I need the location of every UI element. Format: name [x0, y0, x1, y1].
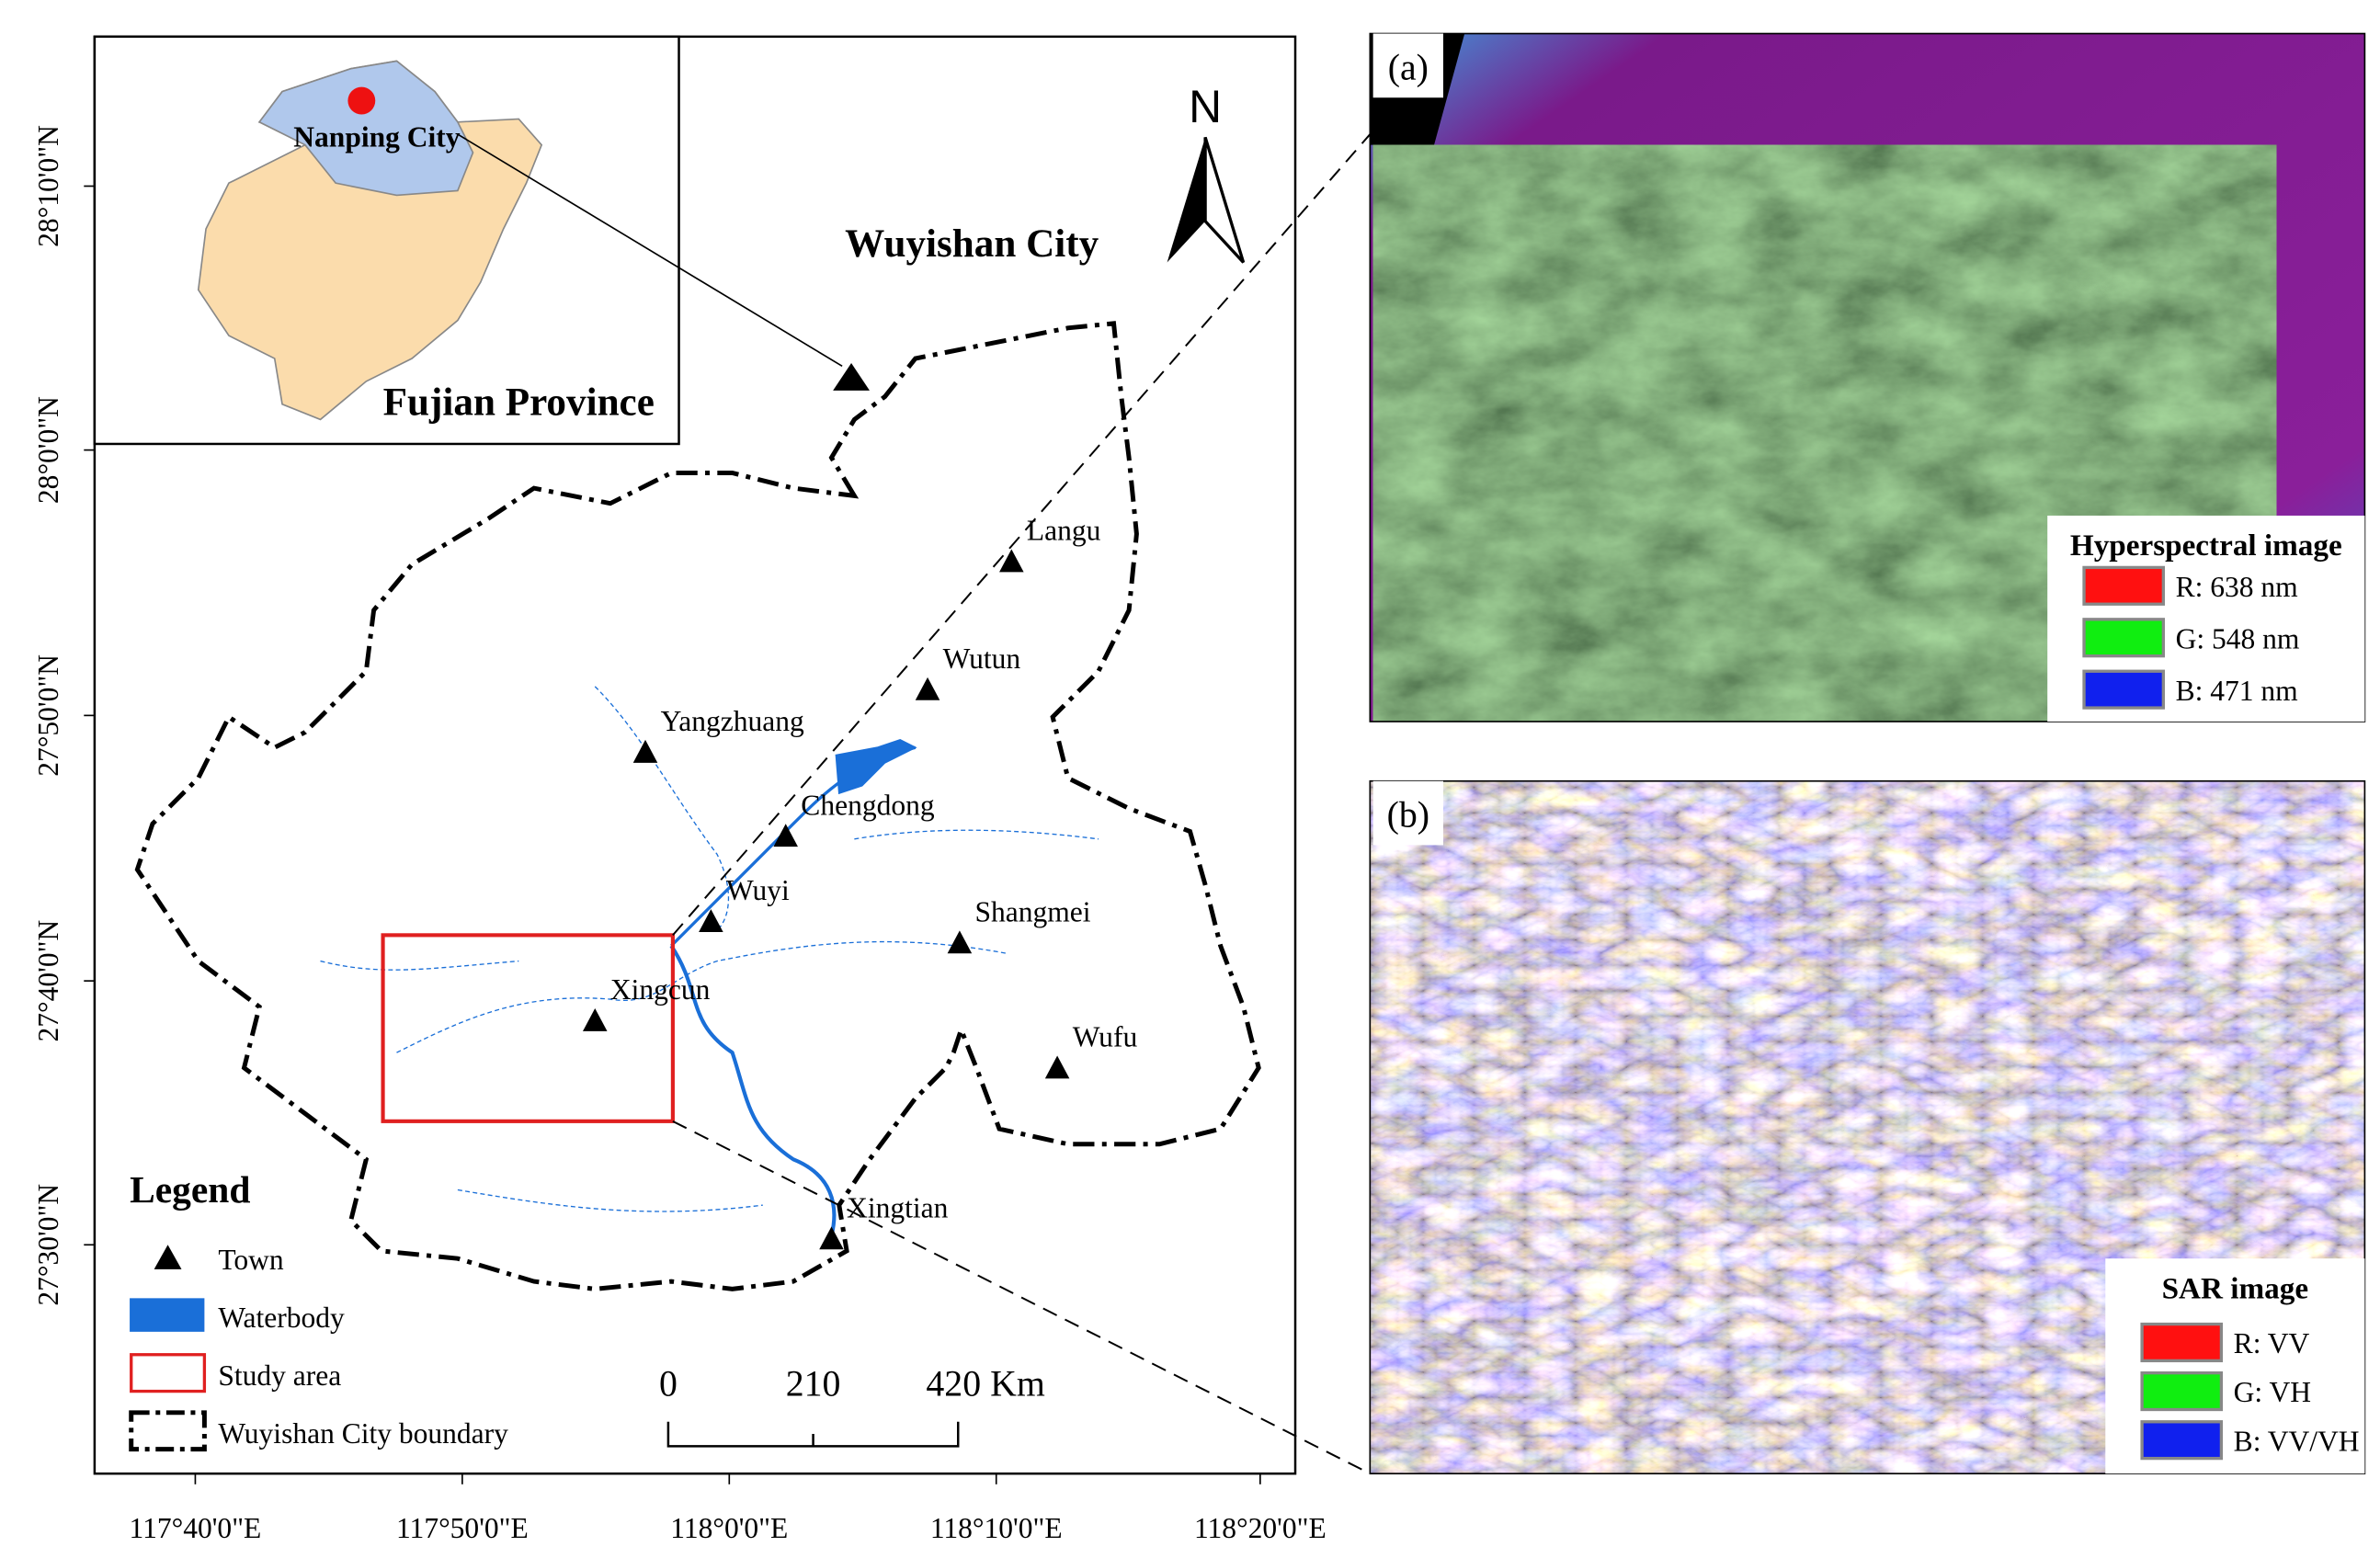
lon-label: 118°10'0"E	[930, 1512, 1063, 1544]
town-marker	[632, 739, 658, 763]
lat-label: 27°50'0"N	[32, 654, 64, 777]
rivers	[320, 686, 1099, 1236]
pointer	[457, 133, 843, 368]
connector	[672, 133, 1372, 937]
north-label: N	[1189, 81, 1222, 132]
band-label: R: VV	[2234, 1327, 2310, 1359]
scale-label: 420 Km	[926, 1364, 1044, 1404]
nanping	[257, 60, 474, 197]
panel-label: (a)	[1388, 47, 1429, 87]
river	[594, 686, 730, 931]
town-label: Wutun	[943, 643, 1021, 675]
inset-city-label: Nanping City	[293, 120, 461, 153]
legend-title: Legend	[130, 1168, 250, 1211]
band-swatch	[2140, 1322, 2224, 1363]
legend-symbol	[129, 1410, 207, 1452]
city-label: Wuyishan City	[845, 222, 1099, 266]
city-boundary	[134, 321, 1261, 1291]
town-label: Yangzhuang	[661, 705, 804, 737]
town-marker	[699, 909, 723, 933]
panel-frame	[1369, 32, 2366, 722]
lat-label: 27°30'0"N	[32, 1184, 64, 1306]
town-marker	[582, 1008, 608, 1031]
panel-label-box	[1372, 33, 1443, 98]
town-label: Chengdong	[801, 789, 935, 821]
study-area	[381, 933, 675, 1123]
image-legend-title: Hyperspectral image	[2070, 529, 2342, 563]
lat-label: 28°10'0"N	[32, 125, 64, 247]
town-marker	[947, 930, 973, 954]
connector	[672, 1120, 1371, 1475]
town-label: Wuyi	[726, 874, 790, 906]
legend-symbol	[154, 1245, 182, 1269]
lon-label: 117°40'0"E	[130, 1512, 262, 1544]
band-swatch	[2140, 1371, 2224, 1412]
town-label: Shangmei	[974, 895, 1090, 927]
river	[320, 829, 1099, 1212]
town-label: Langu	[1027, 515, 1101, 547]
legend-items: Town Waterbody Study area Wuyishan City bou…	[218, 1244, 508, 1450]
band-label: G: 548 nm	[2176, 622, 2300, 654]
legend-label: Town	[218, 1244, 284, 1276]
river	[669, 944, 837, 1236]
town-marker	[915, 677, 940, 700]
image-legend-title: SAR image	[2162, 1271, 2308, 1305]
band-swatch	[2082, 565, 2165, 606]
lat-label: 28°0'0"N	[32, 396, 64, 504]
band-swatch	[2082, 669, 2165, 710]
axes: 28°10'0"N 28°0'0"N 27°50'0"N 27°40'0"N 27°30…	[32, 125, 1327, 1544]
band-swatch	[2082, 618, 2165, 658]
panel-frame	[1369, 779, 2366, 1475]
lon-label: 118°20'0"E	[1194, 1512, 1327, 1544]
nanping-marker	[347, 86, 376, 115]
lon-label: 118°0'0"E	[670, 1512, 788, 1544]
scale-label: 0	[659, 1364, 678, 1404]
river	[396, 940, 1008, 1053]
towns: Langu Wutun Yangzhuang Chengdong Wuyi Shangme…	[582, 515, 1138, 1250]
inset-province-label: Fujian Province	[383, 381, 655, 424]
reservoir	[835, 739, 917, 795]
lat-label: 27°40'0"N	[32, 920, 64, 1042]
town-marker	[1044, 1055, 1070, 1079]
scale-bar	[666, 1421, 960, 1448]
lon-label: 117°50'0"E	[396, 1512, 529, 1544]
legend-label: Wuyishan City boundary	[218, 1417, 508, 1450]
band-label: G: VH	[2234, 1376, 2311, 1408]
scale-label: 210	[786, 1364, 841, 1404]
town-label: Wufu	[1073, 1021, 1138, 1053]
legend-symbol	[130, 1353, 207, 1393]
band-swatch	[2140, 1420, 2224, 1461]
panel-label: (b)	[1387, 795, 1429, 836]
legend-label: Study area	[218, 1359, 341, 1392]
town-marker	[773, 824, 798, 847]
panel-label-box	[1372, 780, 1443, 846]
band-label: R: 638 nm	[2176, 571, 2299, 603]
town-label: Xingcun	[610, 973, 711, 1006]
legend-symbol	[130, 1298, 205, 1332]
legend-label: Waterbody	[218, 1302, 345, 1334]
town-marker	[819, 1226, 844, 1250]
band-label: B: 471 nm	[2176, 675, 2299, 707]
scale-labels: 0 210 420 Km	[659, 1364, 1045, 1404]
panels: (a) Hyperspectral image R: 638 nm G: 548 nm…	[1372, 33, 2365, 1474]
band-label: B: VV/VH	[2234, 1425, 2360, 1457]
north-arrow	[1203, 136, 1246, 264]
town-marker	[999, 549, 1024, 573]
city-marker	[833, 363, 870, 391]
town-label: Xingtian	[847, 1191, 949, 1223]
